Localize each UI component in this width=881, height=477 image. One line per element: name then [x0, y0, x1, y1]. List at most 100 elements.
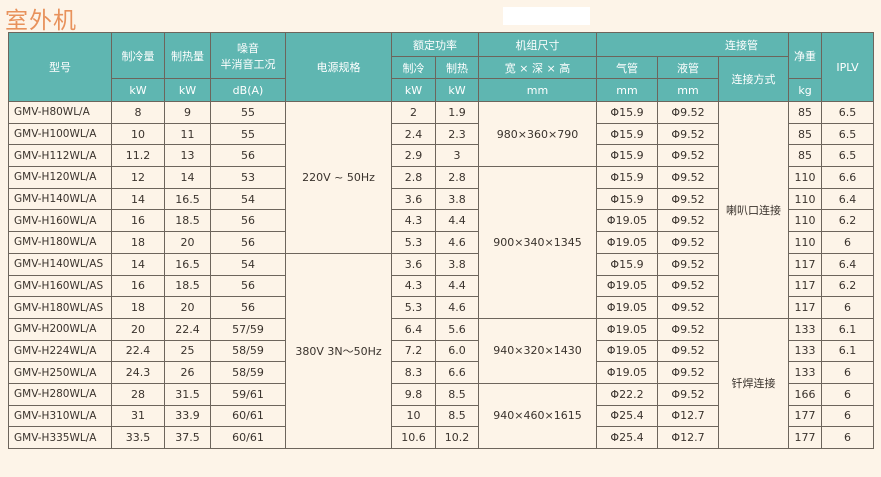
cell-iplv: 6.4 — [821, 252, 875, 276]
cell-heating: 33.9 — [164, 404, 211, 428]
cell-noise: 57/59 — [210, 317, 286, 341]
cell-liquid: Φ9.52 — [657, 382, 719, 406]
blank-patch — [503, 7, 590, 25]
header-noise-sub: 半消音工况 — [220, 57, 276, 71]
cell-iplv: 6.1 — [821, 339, 875, 363]
cell-iplv: 6 — [821, 361, 875, 384]
cell-gas: Φ19.05 — [596, 361, 658, 384]
cell-weight: 117 — [788, 296, 823, 319]
header-size-sub: 宽 × 深 × 高 — [478, 56, 597, 79]
table-row: GMV-H250WL/A 24.3 26 58/59 8.3 6.6 Φ19.05 Φ9.52… — [8, 361, 875, 384]
cell-model: GMV-H335WL/A — [8, 426, 112, 449]
cell-gas: Φ19.05 — [596, 296, 658, 319]
cell-gas: Φ19.05 — [596, 317, 658, 341]
cell-rated-cool: 2 — [391, 101, 436, 124]
cell-heating: 13 — [164, 144, 211, 168]
cell-model: GMV-H160WL/AS — [8, 274, 112, 298]
cell-rated-heat: 2.8 — [435, 166, 479, 189]
header-pipe: 连接管 — [595, 32, 790, 57]
header-conn: 连接方式 — [717, 56, 790, 102]
cell-noise: 58/59 — [210, 339, 286, 363]
cell-cooling: 24.3 — [111, 361, 165, 384]
cell-cooling: 22.4 — [111, 339, 165, 363]
cell-gas: Φ19.05 — [596, 209, 658, 233]
unit-rated-heat: kW — [435, 78, 479, 102]
cell-rated-heat: 8.5 — [435, 404, 479, 428]
table-row: GMV-H160WL/A 16 18.5 56 4.3 4.4 Φ19.05 Φ9.52 110… — [8, 209, 875, 233]
header-rated-cool: 制冷 — [391, 56, 436, 79]
cell-cooling: 31 — [111, 404, 165, 428]
unit-rated-cool: kW — [391, 78, 436, 102]
header-weight: 净重 — [788, 32, 823, 79]
cell-model: GMV-H112WL/A — [8, 144, 112, 168]
cell-weight: 110 — [788, 166, 823, 189]
table-row: GMV-H120WL/A 12 14 53 2.8 2.8 900×340×1345 Φ15.… — [8, 166, 875, 319]
cell-liquid: Φ9.52 — [657, 252, 719, 276]
cell-gas: Φ15.9 — [596, 166, 658, 189]
cell-cooling: 18 — [111, 296, 165, 319]
cell-heating: 14 — [164, 166, 211, 189]
cell-noise: 56 — [210, 296, 286, 319]
cell-heating: 18.5 — [164, 209, 211, 233]
cell-size: 940×320×1430 — [478, 317, 597, 384]
cell-rated-heat: 4.6 — [435, 296, 479, 319]
cell-rated-heat: 6.6 — [435, 361, 479, 384]
header-cooling: 制冷量 — [111, 32, 165, 79]
cell-iplv: 6.6 — [821, 166, 875, 189]
cell-cooling: 28 — [111, 382, 165, 406]
cell-liquid: Φ9.52 — [657, 296, 719, 319]
cell-model: GMV-H250WL/A — [8, 361, 112, 384]
cell-model: GMV-H310WL/A — [8, 404, 112, 428]
cell-rated-cool: 10 — [391, 404, 436, 428]
cell-gas: Φ22.2 — [596, 382, 658, 406]
cell-liquid: Φ9.52 — [657, 339, 719, 363]
cell-rated-heat: 6.0 — [435, 339, 479, 363]
cell-power: 380V 3N～50Hz — [285, 252, 392, 450]
cell-weight: 110 — [788, 209, 823, 233]
cell-weight: 133 — [788, 361, 823, 384]
outdoor-unit-spec-table: 型号 制冷量 制热量 噪音 半消音工况 电源规格 额定功率 机组尺寸 连接管 净重… — [8, 32, 875, 450]
cell-weight: 85 — [788, 144, 823, 168]
cell-rated-cool: 3.6 — [391, 187, 436, 211]
cell-rated-cool: 2.8 — [391, 166, 436, 189]
cell-weight: 133 — [788, 339, 823, 363]
cell-cooling: 16 — [111, 274, 165, 298]
table-row: GMV-H100WL/A 10 11 55 2.4 2.3 Φ15.9 Φ9.52 85 6.5 — [8, 122, 875, 146]
cell-heating: 11 — [164, 122, 211, 146]
cell-iplv: 6 — [821, 296, 875, 319]
cell-heating: 31.5 — [164, 382, 211, 406]
cell-liquid: Φ9.52 — [657, 274, 719, 298]
cell-liquid: Φ9.52 — [657, 166, 719, 189]
cell-rated-cool: 6.4 — [391, 317, 436, 341]
cell-iplv: 6.5 — [821, 101, 875, 124]
cell-liquid: Φ9.52 — [657, 209, 719, 233]
cell-liquid: Φ9.52 — [657, 144, 719, 168]
cell-rated-heat: 4.4 — [435, 274, 479, 298]
cell-weight: 85 — [788, 101, 823, 124]
cell-gas: Φ19.05 — [596, 231, 658, 254]
cell-noise: 56 — [210, 231, 286, 254]
unit-gas: mm — [596, 78, 658, 102]
cell-gas: Φ15.9 — [596, 252, 658, 276]
cell-rated-heat: 1.9 — [435, 101, 479, 124]
cell-rated-heat: 3.8 — [435, 187, 479, 211]
cell-weight: 85 — [788, 122, 823, 146]
cell-cooling: 20 — [111, 317, 165, 341]
cell-gas: Φ25.4 — [596, 404, 658, 428]
cell-noise: 56 — [210, 209, 286, 233]
cell-noise: 53 — [210, 166, 286, 189]
header-size: 机组尺寸 — [478, 32, 597, 57]
cell-rated-heat: 5.6 — [435, 317, 479, 341]
cell-heating: 22.4 — [164, 317, 211, 341]
cell-gas: Φ25.4 — [596, 426, 658, 449]
cell-cooling: 18 — [111, 231, 165, 254]
cell-heating: 16.5 — [164, 187, 211, 211]
table-row: GMV-H310WL/A 31 33.9 60/61 10 8.5 Φ25.4 Φ12.7 17… — [8, 404, 875, 428]
cell-liquid: Φ9.52 — [657, 361, 719, 384]
cell-rated-heat: 4.4 — [435, 209, 479, 233]
cell-heating: 25 — [164, 339, 211, 363]
cell-weight: 177 — [788, 426, 823, 449]
cell-heating: 9 — [164, 101, 211, 124]
cell-iplv: 6.5 — [821, 122, 875, 146]
cell-cooling: 12 — [111, 166, 165, 189]
